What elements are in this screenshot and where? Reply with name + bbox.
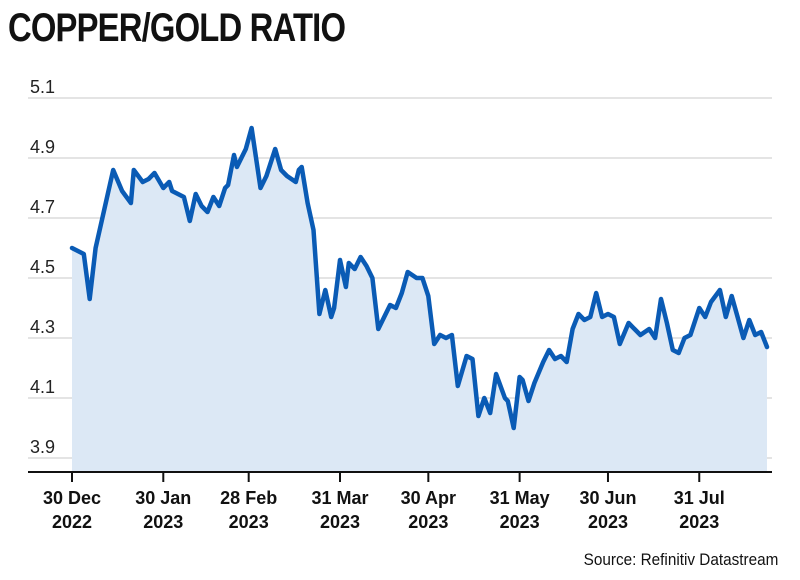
x-tick-label: 30 Jan — [135, 488, 191, 508]
chart-title: COPPER/GOLD RATIO — [8, 6, 346, 50]
series-line — [69, 125, 770, 431]
source-note: Source: Refinitiv Datastream — [583, 550, 778, 569]
x-tick-year: 2023 — [588, 512, 628, 532]
x-tick-label: 31 May — [490, 488, 550, 508]
y-tick-label: 4.3 — [30, 317, 55, 337]
y-tick-label: 5.1 — [30, 77, 55, 97]
x-tick-year: 2023 — [229, 512, 269, 532]
x-tick-label: 30 Dec — [43, 488, 101, 508]
x-tick-year: 2023 — [500, 512, 540, 532]
y-tick-label: 4.1 — [30, 377, 55, 397]
x-tick-label: 30 Jun — [579, 488, 636, 508]
area-fill — [72, 128, 767, 472]
y-tick-labels: 5.1 4.9 4.7 4.5 4.3 4.1 3.9 — [30, 77, 55, 457]
x-tick-label: 28 Feb — [220, 488, 277, 508]
x-tick-label: 31 Jul — [674, 488, 725, 508]
y-tick-label: 4.5 — [30, 257, 55, 277]
x-tick-label: 31 Mar — [311, 488, 368, 508]
x-tick-label: 30 Apr — [401, 488, 456, 508]
x-tick-year: 2023 — [143, 512, 183, 532]
y-tick-label: 4.9 — [30, 137, 55, 157]
x-tick-year: 2023 — [679, 512, 719, 532]
x-tick-labels: 30 Dec 2022 30 Jan 2023 28 Feb 2023 31 Mar 2023… — [43, 472, 725, 532]
y-tick-label: 3.9 — [30, 437, 55, 457]
y-tick-label: 4.7 — [30, 197, 55, 217]
x-tick-year: 2023 — [320, 512, 360, 532]
x-tick-year: 2023 — [408, 512, 448, 532]
x-tick-year: 2022 — [52, 512, 92, 532]
